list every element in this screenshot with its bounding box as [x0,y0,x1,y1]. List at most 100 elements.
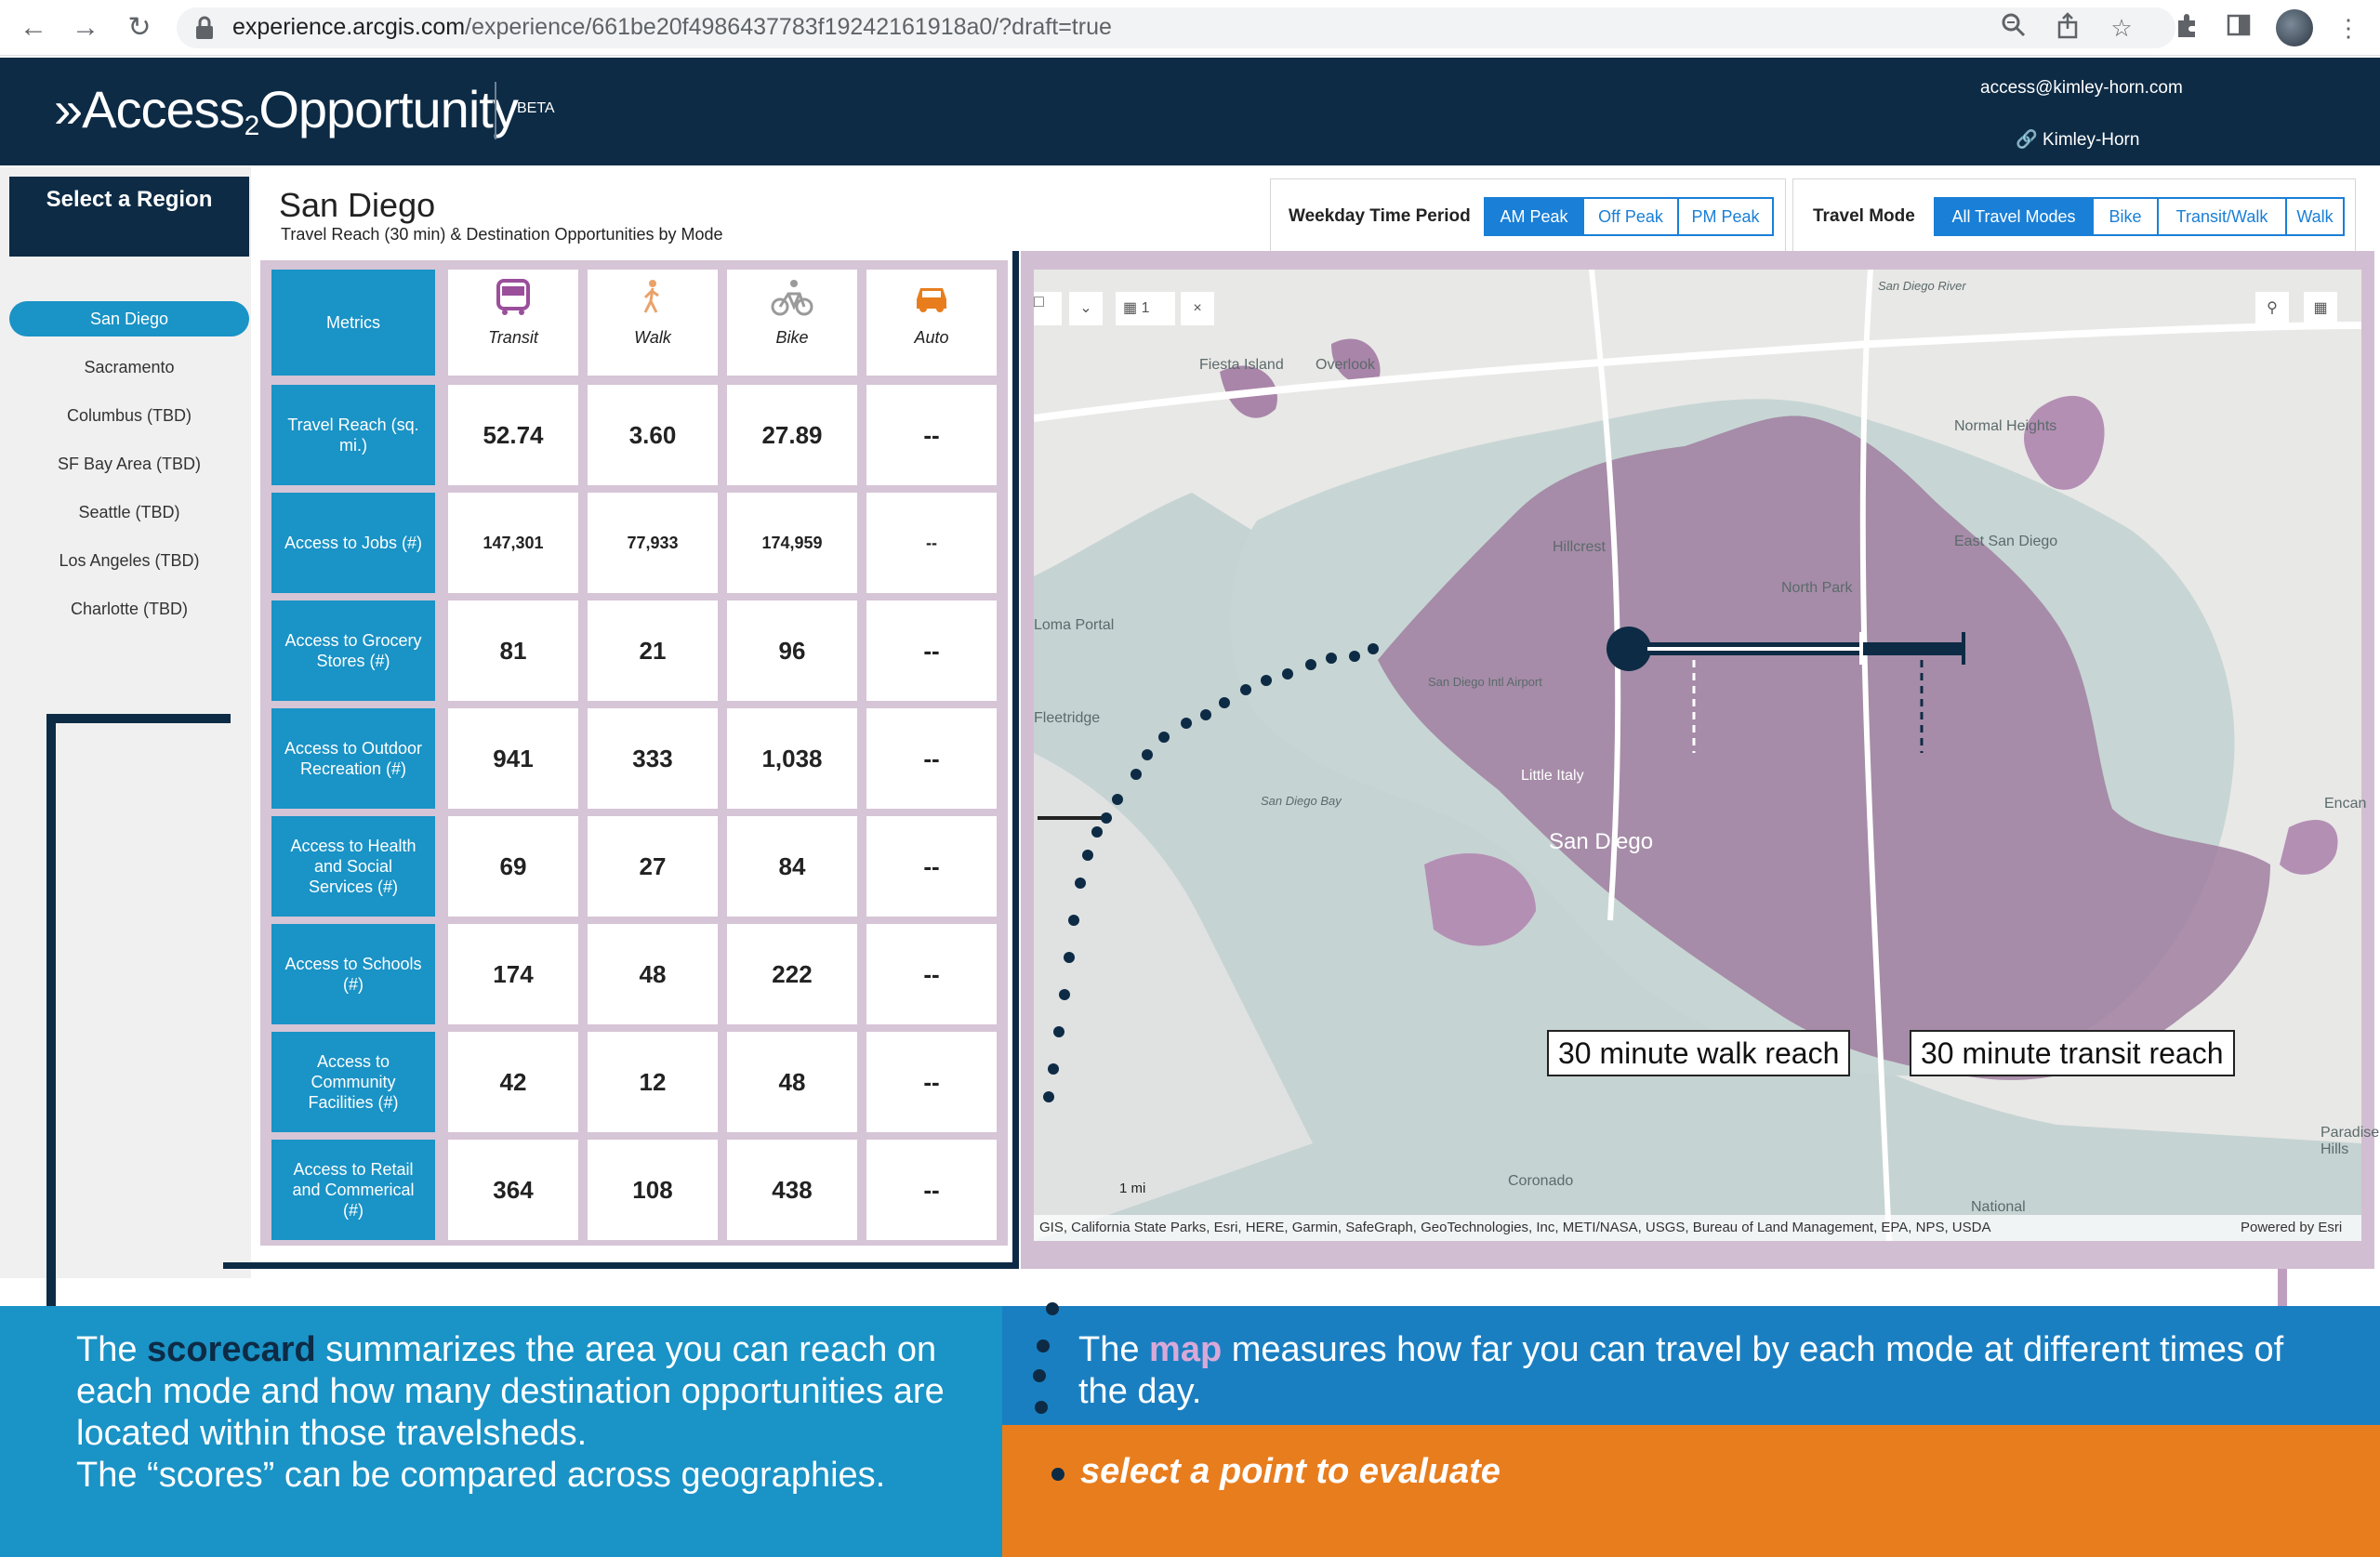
label-national: National [1971,1199,2026,1215]
time-period-label: Weekday Time Period [1289,206,1471,226]
address-bar[interactable] [177,7,2175,48]
url-text[interactable]: experience.arcgis.com/experience/661be20… [232,12,1112,42]
mode-bike-button[interactable]: Bike [2094,197,2159,236]
water-area [1034,493,2361,1241]
reach-patch-4 [2280,819,2338,875]
map-select-icon[interactable]: □ [1034,292,1062,325]
label-coronado: Coronado [1508,1173,1574,1189]
page-title: San Diego [279,186,436,224]
url-host: experience.arcgis.com [232,14,466,40]
region-seattle[interactable]: Seattle (TBD) [78,503,180,521]
logo-tail: Opportunity [258,80,518,139]
map-dropdown-icon[interactable]: ⌄ [1069,292,1103,325]
sidepanel-icon[interactable] [2222,11,2255,45]
share-icon[interactable] [2051,11,2084,45]
metric-label: Access to Schools (#) [271,924,435,1024]
link-icon: 🔗 [2016,130,2043,150]
metric-value-walk: 108 [588,1140,718,1240]
metric-value-walk: 3.60 [588,385,718,485]
metric-value-transit: 69 [448,816,578,917]
scorecard-highlight-outline [223,251,1019,1269]
mode-header-walk: Walk [588,270,718,376]
bookmark-star-icon[interactable]: ☆ [2110,14,2133,42]
selected-point-marker[interactable] [1606,627,1651,671]
select-region-header: Select a Region [9,177,249,257]
metric-value-walk: 48 [588,924,718,1024]
metric-value-walk: 12 [588,1032,718,1132]
time-am-peak-button[interactable]: AM Peak [1484,197,1584,236]
label-airport: San Diego Intl Airport [1428,675,1542,689]
map-clear-icon[interactable]: × [1181,292,1214,325]
map-scale-label: 1 mi [1119,1181,1146,1196]
metric-label: Access to Retail and Commerical (#) [271,1140,435,1240]
metric-value-transit: 52.74 [448,385,578,485]
metric-label: Access to Grocery Stores (#) [271,600,435,701]
metric-value-transit: 364 [448,1140,578,1240]
mode-transit-walk-button[interactable]: Transit/Walk [2159,197,2287,236]
forward-icon[interactable]: → [72,12,99,43]
label-sd-bay: San Diego Bay [1261,794,1342,808]
metric-label: Access to Community Facilities (#) [271,1032,435,1132]
back-icon[interactable]: ← [20,12,47,43]
page-subtitle: Travel Reach (30 min) & Destination Oppo… [281,225,723,244]
label-north-park: North Park [1781,580,1853,596]
mode-walk-button[interactable]: Walk [2287,197,2345,236]
region-sacramento[interactable]: Sacramento [84,358,175,376]
app-header [0,58,2380,165]
metric-value-bike: 96 [727,600,857,701]
app-logo[interactable]: »Access2Opportunity [54,74,519,145]
map-selection-count[interactable]: ▦ 1 [1116,292,1175,325]
car-icon [917,288,946,312]
map-connector [2278,1269,2287,1306]
label-overlook: Overlook [1316,357,1376,373]
mode-all-button[interactable]: All Travel Modes [1934,197,2094,236]
region-san-diego[interactable]: San Diego [9,301,249,336]
metric-value-bike: 84 [727,816,857,917]
metric-value-auto: -- [866,493,997,593]
pointer-dots [1043,643,1379,1102]
metric-value-bike: 1,038 [727,708,857,809]
zoom-icon[interactable] [1997,11,2030,45]
region-columbus[interactable]: Columbus (TBD) [66,406,192,425]
metric-value-walk: 77,933 [588,493,718,593]
time-pm-peak-button[interactable]: PM Peak [1679,197,1774,236]
time-off-peak-button[interactable]: Off Peak [1584,197,1679,236]
metric-value-transit: 147,301 [448,493,578,593]
logo-sub: 2 [244,111,260,141]
select-point-banner [1002,1425,2380,1557]
metric-label: Access to Outdoor Recreation (#) [271,708,435,809]
menu-dots-icon[interactable]: ⋮ [2336,14,2360,42]
label-river: San Diego River [1878,279,1966,293]
metric-value-auto: -- [866,1140,997,1240]
metric-value-bike: 27.89 [727,385,857,485]
metric-value-auto: -- [866,385,997,485]
grid-icon: ▦ [1123,300,1142,316]
banner-pointer-dots [1033,1302,1064,1481]
label-encanto: Encan [2324,796,2367,811]
map-powered-by[interactable]: Powered by Esri [2241,1220,2343,1235]
travel-mode-label: Travel Mode [1813,206,1915,226]
scorecard-explainer-text: The scorecard summarizes the area you ca… [76,1330,945,1495]
label-little-italy: Little Italy [1521,768,1584,784]
region-los-angeles[interactable]: Los Angeles (TBD) [59,551,200,570]
beta-badge: BETA [517,100,555,116]
label-paradise-hills: Paradise Hills [2320,1125,2380,1157]
map-attribution: GIS, California State Parks, Esri, HERE,… [1034,1215,2361,1241]
region-charlotte[interactable]: Charlotte (TBD) [70,600,189,618]
extensions-icon[interactable] [2170,11,2203,45]
map-basemap-icon[interactable]: ▦ [2304,292,2337,325]
metric-value-walk: 333 [588,708,718,809]
label-hillcrest: Hillcrest [1553,539,1606,555]
reload-icon[interactable]: ↻ [127,12,152,43]
metric-value-transit: 42 [448,1032,578,1132]
map-canvas[interactable] [1034,270,2361,1241]
profile-avatar-icon[interactable] [2276,9,2313,46]
label-east-sd: East San Diego [1954,534,2058,549]
region-sf-bay-area[interactable]: SF Bay Area (TBD) [57,455,202,473]
metric-label: Travel Reach (sq. mi.) [271,385,435,485]
org-link[interactable]: 🔗 Kimley-Horn [2016,128,2139,151]
map-view[interactable] [1034,270,2361,1241]
scorecard-explainer [0,1306,1002,1557]
map-search-icon[interactable]: ⚲ [2255,292,2289,325]
org-link-label: Kimley-Horn [2042,130,2140,150]
